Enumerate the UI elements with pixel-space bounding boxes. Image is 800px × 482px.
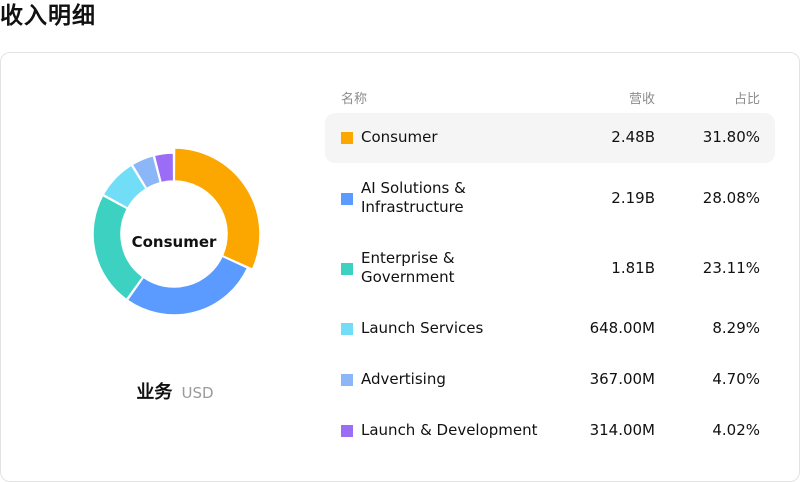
row-share: 8.29%	[712, 319, 760, 337]
donut-center-label: Consumer	[132, 233, 217, 251]
row-name-line: Launch Services	[361, 318, 484, 337]
row-share: 28.08%	[702, 189, 760, 207]
table-row[interactable]: Consumer 2.48B 31.80%	[325, 113, 775, 163]
legend-swatch	[341, 132, 353, 144]
row-name: Enterprise & Government	[361, 249, 561, 287]
donut-chart: Consumer	[92, 148, 261, 316]
legend-swatch	[341, 425, 353, 437]
row-revenue: 1.81B	[611, 259, 655, 277]
header-name: 名称	[341, 92, 368, 107]
row-share: 23.11%	[702, 259, 760, 277]
donut-slice-2[interactable]	[92, 194, 144, 301]
table-row[interactable]: Enterprise & Government 1.81B 23.11%	[325, 244, 775, 294]
row-name: AI Solutions & Infrastructure	[361, 179, 561, 217]
legend-swatch	[341, 374, 353, 386]
row-share: 4.02%	[712, 421, 760, 439]
donut-slice-0[interactable]	[173, 148, 261, 271]
row-name-line: Infrastructure	[361, 198, 464, 216]
header-share: 占比	[733, 92, 760, 107]
row-revenue: 2.48B	[611, 128, 655, 146]
row-share: 31.80%	[702, 128, 760, 146]
legend-swatch	[341, 193, 353, 205]
table-row[interactable]: Advertising 367.00M 4.70%	[325, 355, 775, 405]
row-name-line: Government	[361, 268, 455, 286]
donut-slice-3[interactable]	[102, 164, 148, 210]
row-name: Launch & Development	[361, 421, 561, 440]
row-revenue: 367.00M	[589, 370, 655, 388]
legend-swatch	[341, 263, 353, 275]
table-row[interactable]: Launch & Development 314.00M 4.02%	[325, 406, 775, 456]
row-name-line: AI Solutions &	[361, 179, 466, 197]
segment-title: 业务	[136, 382, 173, 403]
row-revenue: 2.19B	[611, 189, 655, 207]
legend-swatch	[341, 323, 353, 335]
table-row[interactable]: Launch Services 648.00M 8.29%	[325, 304, 775, 354]
donut-slice-5[interactable]	[153, 152, 175, 184]
row-name: Consumer	[361, 128, 561, 147]
row-name: Launch Services	[361, 319, 561, 338]
row-name-line: Advertising	[361, 369, 446, 388]
row-name: Advertising	[361, 370, 561, 389]
row-revenue: 648.00M	[589, 319, 655, 337]
row-name-line: Launch & Development	[361, 420, 538, 439]
donut-slice-1[interactable]	[126, 255, 249, 316]
row-share: 4.70%	[712, 370, 760, 388]
row-name-line: Consumer	[361, 127, 438, 146]
table-row[interactable]: AI Solutions & Infrastructure 2.19B 28.08%	[325, 174, 775, 224]
currency-unit: USD	[181, 384, 214, 402]
segment-caption: 业务 USD	[0, 378, 350, 404]
header-revenue: 营收	[628, 92, 655, 107]
page-title: 收入明细	[0, 3, 96, 29]
row-name-line: Enterprise &	[361, 249, 455, 267]
row-revenue: 314.00M	[589, 421, 655, 439]
